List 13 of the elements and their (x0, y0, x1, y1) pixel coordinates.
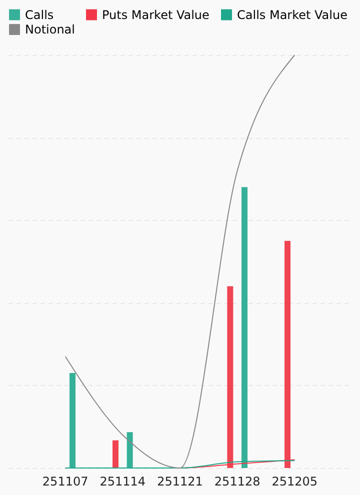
legend-label: Puts Market Value (102, 8, 210, 22)
x-tick-label: 251114 (100, 474, 146, 488)
bar (242, 187, 248, 468)
legend-label: Calls (25, 8, 54, 22)
legend-label: Notional (25, 22, 75, 36)
bar (126, 432, 133, 468)
x-tick-label: 251205 (272, 474, 318, 488)
bar (70, 373, 76, 468)
x-tick-label: 251128 (214, 474, 260, 488)
legend-label: Calls Market Value (237, 8, 348, 22)
x-tick-label: 251107 (42, 474, 88, 488)
bar (112, 440, 118, 468)
x-tick-label: 251121 (157, 474, 203, 488)
